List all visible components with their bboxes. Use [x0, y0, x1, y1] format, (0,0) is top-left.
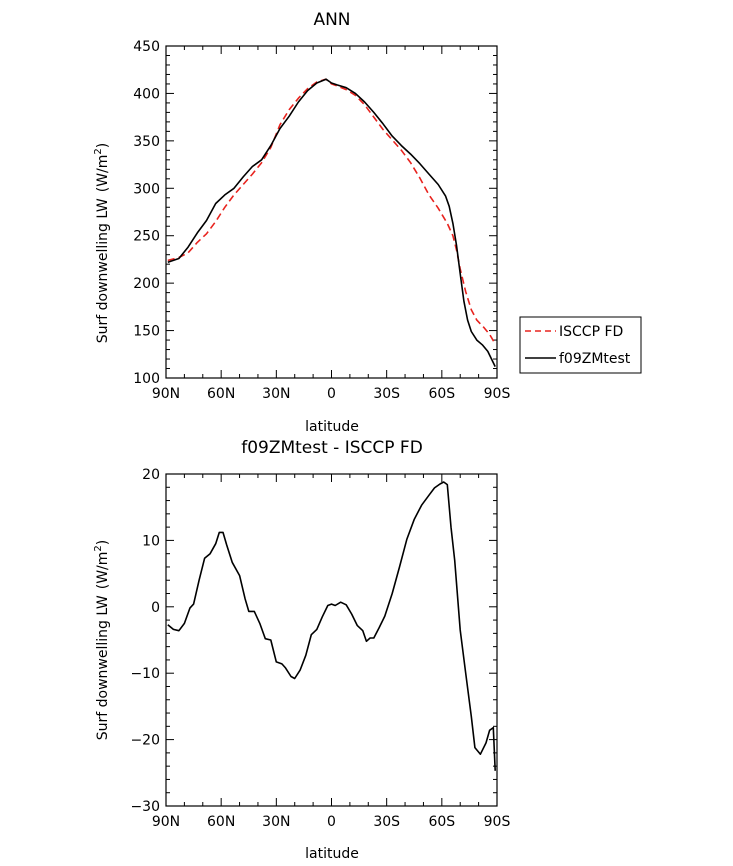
top-y-tick-label: 350 [133, 134, 160, 150]
top-y-axis-label-unit: (W/m [95, 155, 111, 193]
top-y-tick-label: 400 [133, 86, 160, 102]
top-x-axis-label: latitude [305, 419, 359, 435]
legend-box [519, 316, 642, 374]
top-series-line-f09zmtest [167, 78, 496, 367]
bottom-x-tick-label: 90S [484, 814, 511, 830]
bottom-y-axis-label: Surf downwelling LW (W/m2) [93, 540, 111, 741]
bottom-x-tick-label: 30S [373, 814, 400, 830]
bottom-y-axis-label-unit: (W/m [95, 552, 111, 590]
top-y-axis-label-unit-sup: 2 [93, 148, 104, 154]
bottom-x-tick-label: 30N [262, 814, 290, 830]
bottom-series-line-difference [167, 481, 496, 771]
bottom-x-tick-label: 60S [428, 814, 455, 830]
top-y-tick-label: 150 [133, 324, 160, 340]
bottom-y-axis-label-unit-sup: 2 [93, 545, 104, 551]
bottom-y-axis-label-unit-close: ) [95, 540, 111, 545]
top-x-tick-label: 60N [207, 386, 235, 402]
top-y-axis-label-unit-close: ) [95, 143, 111, 148]
top-series-line-isccp-fd [167, 78, 496, 345]
top-plot-area: 90N 60N 30N 0 30S 60S 90S 100 150 200 250 300 350 400… [133, 39, 510, 402]
bottom-y-tick-label: 10 [142, 533, 160, 549]
top-x-tick-label: 0 [327, 386, 336, 402]
top-y-tick-label: 300 [133, 181, 160, 197]
bottom-x-tick-label: 90N [152, 814, 180, 830]
top-y-axis-label-main: Surf downwelling LW [95, 198, 111, 343]
bottom-y-tick-label: 20 [142, 467, 160, 483]
top-y-tick-label: 450 [133, 39, 160, 55]
top-x-tick-label: 30S [373, 386, 400, 402]
bottom-y-axis-label-main: Surf downwelling LW [95, 595, 111, 740]
legend-label-isccp-fd: ISCCP FD [559, 324, 623, 340]
top-x-tick-label: 60S [428, 386, 455, 402]
top-plot-frame [165, 45, 498, 379]
bottom-x-axis-label: latitude [305, 846, 359, 862]
top-panel: ANN 90N 60N 30N 0 30S 60S 90S 100 150 200 250 300 35… [93, 10, 510, 435]
bottom-x-tick-label: 0 [327, 814, 336, 830]
bottom-x-tick-label: 60N [207, 814, 235, 830]
bottom-panel: f09ZMtest - ISCCP FD 90N 60N 30N 0 30S 60S 90S… [93, 438, 510, 862]
top-y-tick-label: 250 [133, 229, 160, 245]
bottom-plot-frame [165, 473, 498, 807]
top-x-tick-label: 90S [484, 386, 511, 402]
legend-label-f09zmtest: f09ZMtest [559, 351, 631, 367]
bottom-y-tick-label: 0 [151, 600, 160, 616]
top-chart-title: ANN [313, 10, 350, 30]
top-y-tick-label: 100 [133, 371, 160, 387]
bottom-plot-area: 90N 60N 30N 0 30S 60S 90S −30 −20 −10 0 10 20 [130, 467, 510, 830]
bottom-y-tick-label: −20 [130, 733, 160, 749]
top-y-tick-label: 200 [133, 276, 160, 292]
top-y-axis-label: Surf downwelling LW (W/m2) [93, 143, 111, 344]
bottom-chart-title: f09ZMtest - ISCCP FD [241, 438, 423, 458]
top-x-tick-label: 90N [152, 386, 180, 402]
top-x-tick-label: 30N [262, 386, 290, 402]
bottom-y-tick-label: −10 [130, 666, 160, 682]
legend: ISCCP FD f09ZMtest [519, 316, 642, 374]
bottom-y-tick-label: −30 [130, 799, 160, 815]
